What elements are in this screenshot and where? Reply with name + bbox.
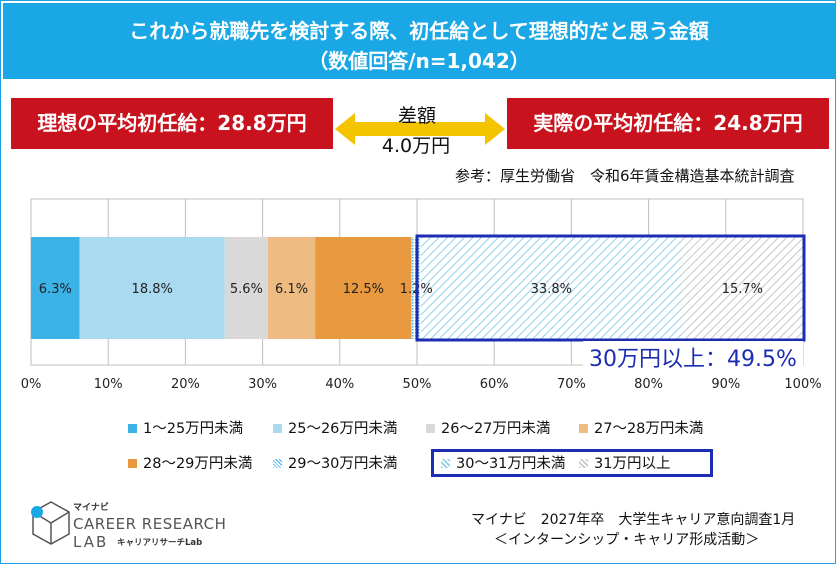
x-tick-label: 20% xyxy=(171,377,200,392)
highlight-label: 30万円以上：49.5% xyxy=(583,341,803,373)
career-research-lab-logo-icon xyxy=(31,501,70,545)
x-tick-label: 70% xyxy=(557,377,586,392)
highlight-frame xyxy=(415,234,806,342)
legend-label: 31万円以上 xyxy=(594,456,671,472)
logo-text-career-research: CAREER RESEARCH xyxy=(73,515,227,533)
legend-item: 31万円以上 xyxy=(579,453,670,475)
chart-title: これから就職先を検討する際、初任給として理想的だと思う金額 xyxy=(129,19,709,43)
logo-brand: マイナビ xyxy=(73,503,109,513)
stacked-bar-chart: 6.3% 18.8% 5.6% 6.1% 12.5% 1.2% 33.8% 15.7% 0% 1… xyxy=(21,198,822,392)
legend-label: 26～27万円未満 xyxy=(441,421,551,437)
title-banner: これから就職先を検討する際、初任給として理想的だと思う金額 （数値回答/n=1,… xyxy=(3,3,835,79)
bar-data-label: 18.8% xyxy=(132,282,173,297)
bar-segment-4 xyxy=(268,237,316,339)
logo-text-lab: LAB xyxy=(73,533,109,551)
legend-swatch xyxy=(426,424,435,433)
x-axis-ticks: 0% 10% 20% 30% 40% 50% 60% 70% 80% 90% 100% xyxy=(21,377,822,392)
legend-item: 30～31万円未満 xyxy=(441,453,565,475)
bar-segment-8 xyxy=(681,237,803,339)
survey-subtitle: ＜インターンシップ・キャリア形成活動＞ xyxy=(494,532,760,548)
legend-item: 28～29万円未満 xyxy=(128,453,252,475)
bar-segment-5 xyxy=(315,237,412,339)
legend-item: 26～27万円未満 xyxy=(426,418,550,440)
legend-label: 1～25万円未満 xyxy=(143,421,244,437)
bar-data-label: 6.3% xyxy=(39,282,72,297)
bar-labels: 6.3% 18.8% 5.6% 6.1% 12.5% 1.2% 33.8% 15.7% xyxy=(39,282,763,297)
bar-data-label: 33.8% xyxy=(531,282,572,297)
x-tick-label: 60% xyxy=(480,377,509,392)
x-tick-label: 100% xyxy=(784,377,821,392)
double-arrow-icon xyxy=(335,113,505,145)
legend-highlight-frame xyxy=(431,449,713,477)
x-tick-label: 30% xyxy=(248,377,277,392)
x-tick-label: 90% xyxy=(711,377,740,392)
bar-data-label: 12.5% xyxy=(343,282,384,297)
legend-label: 30～31万円未満 xyxy=(456,456,566,472)
legend-swatch xyxy=(579,459,588,468)
legend-swatch xyxy=(128,424,137,433)
legend-label: 29～30万円未満 xyxy=(288,456,398,472)
legend-swatch xyxy=(273,459,282,468)
x-tick-label: 10% xyxy=(94,377,123,392)
bar-segments xyxy=(31,237,803,339)
bar-segment-7 xyxy=(420,237,682,339)
legend-label: 28～29万円未満 xyxy=(143,456,253,472)
x-tick-label: 0% xyxy=(21,377,42,392)
gap-label: 差額 xyxy=(397,105,436,127)
bar-segment-2 xyxy=(79,237,225,339)
bar-segment-3 xyxy=(224,237,269,339)
legend-item: 1～25万円未満 xyxy=(128,418,243,440)
legend-swatch xyxy=(441,459,450,468)
logo-subtext: キャリアリサーチLab xyxy=(117,538,203,548)
legend-item: 27～28万円未満 xyxy=(579,418,703,440)
legend-swatch xyxy=(579,424,588,433)
legend-swatch xyxy=(128,459,137,468)
bar-data-label: 15.7% xyxy=(722,282,763,297)
source-note: 参考：厚生労働省 令和6年賃金構造基本統計調査 xyxy=(455,167,795,185)
legend-item: 25～26万円未満 xyxy=(273,418,397,440)
actual-salary-box: 実際の平均初任給：24.8万円 xyxy=(507,98,829,149)
x-tick-label: 80% xyxy=(634,377,663,392)
x-tick-label: 40% xyxy=(325,377,354,392)
bar-data-label: 6.1% xyxy=(275,282,308,297)
legend-swatch xyxy=(273,424,282,433)
ideal-salary-box: 理想の平均初任給：28.8万円 xyxy=(11,98,333,149)
gap-value: 4.0万円 xyxy=(381,135,451,157)
legend-label: 25～26万円未満 xyxy=(288,421,398,437)
bar-data-label: 5.6% xyxy=(230,282,263,297)
survey-name: マイナビ 2027年卒 大学生キャリア意向調査1月 xyxy=(471,512,796,528)
legend-label: 27～28万円未満 xyxy=(594,421,704,437)
bar-segment-1 xyxy=(31,237,80,339)
legend-item: 29～30万円未満 xyxy=(273,453,397,475)
chart-subtitle: （数値回答/n=1,042） xyxy=(308,49,530,73)
x-tick-label: 50% xyxy=(403,377,432,392)
